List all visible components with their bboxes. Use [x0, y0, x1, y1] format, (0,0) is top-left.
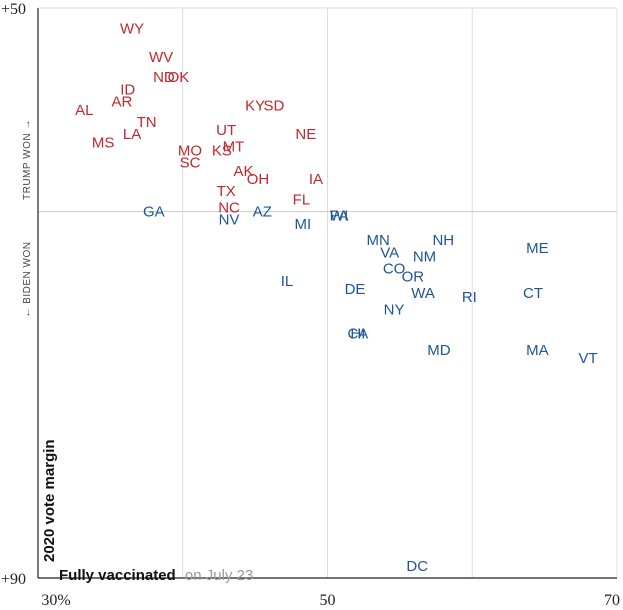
state-label-ca: CA [347, 326, 368, 343]
state-label-ma: MA [526, 342, 549, 359]
state-label-mt: MT [223, 138, 245, 155]
state-label-ut: UT [216, 122, 236, 139]
state-label-md: MD [427, 342, 450, 359]
state-label-ks: KS [212, 143, 232, 160]
state-label-sd: SD [264, 98, 285, 115]
state-label-nh: NH [432, 232, 454, 249]
state-label-al: AL [75, 102, 93, 119]
state-label-de: DE [345, 281, 366, 298]
state-label-me: ME [526, 240, 549, 257]
state-label-mo: MO [178, 143, 202, 160]
x-axis-label-note: on July 23 [185, 567, 253, 584]
state-label-la: LA [123, 126, 141, 143]
y-tick-label: +50 [1, 1, 26, 18]
state-label-hi: HI [350, 326, 365, 343]
y-tick-label: +90 [1, 571, 26, 588]
state-label-wy: WY [120, 20, 144, 37]
x-axis-label: Fully vaccinated on July 23 [59, 567, 253, 584]
state-label-ar: AR [112, 94, 133, 111]
state-label-ri: RI [462, 289, 477, 306]
grid-lines [38, 7, 618, 578]
state-label-ne: NE [295, 126, 316, 143]
x-tick-label: 70 [604, 592, 620, 609]
biden-won-label: ← BIDEN WON [22, 242, 33, 318]
state-label-co: CO [383, 261, 406, 278]
state-label-pa: PA [330, 208, 349, 225]
state-label-wa: WA [411, 285, 435, 302]
state-label-ia: IA [309, 171, 323, 188]
state-label-nv: NV [219, 212, 240, 229]
state-label-or: OR [402, 269, 425, 286]
state-label-nm: NM [413, 248, 436, 265]
state-label-ky: KY [245, 98, 265, 115]
state-label-tx: TX [217, 183, 236, 200]
y-axis-label: 2020 vote margin [41, 439, 58, 562]
state-label-ak: AK [234, 163, 254, 180]
state-label-ok: OK [168, 69, 190, 86]
state-label-ny: NY [384, 301, 405, 318]
state-label-vt: VT [578, 350, 597, 367]
x-tick-label: 50 [320, 592, 336, 609]
axes [37, 8, 617, 579]
state-label-id: ID [120, 81, 135, 98]
state-label-va: VA [380, 244, 399, 261]
state-label-nd: ND [153, 69, 175, 86]
state-label-fl: FL [293, 191, 311, 208]
state-label-ct: CT [523, 285, 543, 302]
x-axis-label-main: Fully vaccinated [59, 567, 176, 584]
state-label-dc: DC [406, 558, 428, 575]
state-label-wi: WI [330, 208, 348, 225]
state-label-mn: MN [366, 232, 389, 249]
state-label-ms: MS [92, 134, 115, 151]
state-label-az: AZ [253, 204, 272, 221]
trump-won-label: TRUMP WON → [22, 119, 33, 200]
side-labels: TRUMP WON → ← BIDEN WON [22, 119, 33, 317]
x-tick-label: 30% [41, 592, 70, 609]
state-label-wv: WV [149, 49, 173, 66]
state-label-ga: GA [143, 204, 165, 221]
state-label-mi: MI [295, 216, 312, 233]
state-label-il: IL [281, 273, 294, 290]
state-label-nc: NC [218, 200, 240, 217]
state-label-sc: SC [180, 155, 201, 172]
state-label-tn: TN [137, 114, 157, 131]
state-label-oh: OH [247, 171, 270, 188]
